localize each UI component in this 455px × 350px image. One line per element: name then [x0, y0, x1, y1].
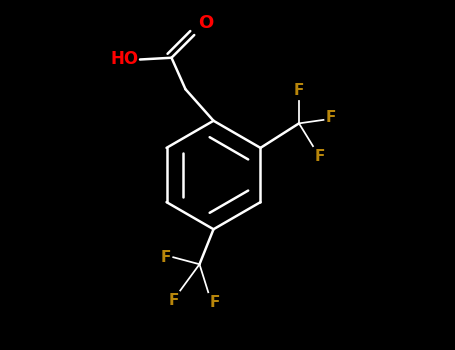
- Text: F: F: [294, 83, 304, 98]
- Text: F: F: [314, 149, 325, 164]
- Text: HO: HO: [110, 50, 138, 69]
- Text: F: F: [168, 293, 179, 308]
- Text: F: F: [326, 110, 336, 125]
- Text: F: F: [210, 295, 220, 310]
- Text: F: F: [161, 250, 171, 265]
- Text: O: O: [198, 14, 213, 32]
